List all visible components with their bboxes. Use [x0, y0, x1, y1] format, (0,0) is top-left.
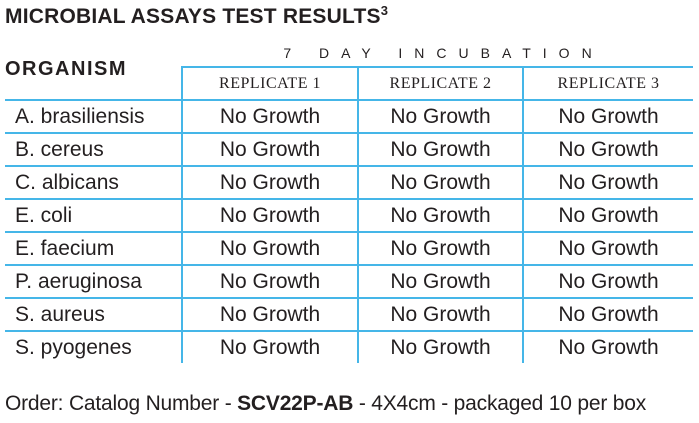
organism-cell: E. coli	[5, 199, 182, 233]
table-row: E. coli No Growth No Growth No Growth	[5, 199, 694, 233]
table-row: P. aeruginosa No Growth No Growth No Growth	[5, 265, 694, 299]
results-table-header: ORGANISM 7 DAY INCUBATION REPLICATE 1 RE…	[5, 40, 694, 101]
result-cell: No Growth	[181, 166, 358, 200]
incubation-header: 7 DAY INCUBATION	[182, 40, 694, 68]
table-row: S. pyogenes No Growth No Growth No Growth	[5, 331, 694, 363]
organism-cell: A. brasiliensis	[5, 100, 182, 134]
organism-cell: S. pyogenes	[15, 335, 132, 359]
result-cell: No Growth	[521, 331, 694, 363]
table-row: S. aureus No Growth No Growth No Growth	[5, 298, 694, 332]
result-cell: No Growth	[181, 331, 358, 363]
organism-cell: C. albicans	[5, 166, 182, 200]
order-info: Order: Catalog Number - SCV22P-AB - 4X4c…	[5, 392, 699, 416]
result-cell: No Growth	[521, 265, 694, 299]
result-cell: No Growth	[357, 133, 523, 167]
result-cell: No Growth	[521, 133, 694, 167]
result-cell: No Growth	[357, 298, 523, 332]
result-cell: No Growth	[357, 100, 523, 134]
organism-cell: P. aeruginosa	[5, 265, 182, 299]
incubation-header-row: ORGANISM 7 DAY INCUBATION	[5, 40, 694, 101]
result-cell: No Growth	[181, 298, 358, 332]
replicate-header-row: REPLICATE 1 REPLICATE 2 REPLICATE 3	[5, 67, 694, 101]
replicate-1-header: REPLICATE 1	[181, 67, 358, 101]
result-cell: No Growth	[521, 100, 694, 134]
page-title: MICROBIAL ASSAYS TEST RESULTS3	[5, 3, 699, 29]
table-row: B. cereus No Growth No Growth No Growth	[5, 133, 694, 167]
result-cell: No Growth	[357, 265, 523, 299]
table-row: C. albicans No Growth No Growth No Growth	[5, 166, 694, 200]
result-cell: No Growth	[181, 133, 358, 167]
replicate-2-header: REPLICATE 2	[357, 67, 523, 101]
result-cell: No Growth	[521, 199, 694, 233]
result-cell: No Growth	[357, 166, 523, 200]
result-cell: No Growth	[181, 100, 358, 134]
organism-cell: E. faecium	[5, 232, 182, 266]
order-info-prefix: Order: Catalog Number -	[5, 392, 238, 415]
result-cell: No Growth	[521, 298, 694, 332]
results-table: ORGANISM 7 DAY INCUBATION REPLICATE 1 RE…	[5, 40, 694, 363]
replicate-3-header: REPLICATE 3	[521, 67, 694, 101]
results-table-body: A. brasiliensis No Growth No Growth No Grow…	[5, 100, 694, 363]
organism-column-header: ORGANISM	[5, 40, 182, 101]
organism-cell: B. cereus	[5, 133, 182, 167]
table-row: E. faecium No Growth No Growth No Growth	[5, 232, 694, 266]
page-title-text: MICROBIAL ASSAYS TEST RESULTS	[5, 5, 381, 28]
result-cell: No Growth	[357, 232, 523, 266]
result-cell: No Growth	[521, 232, 694, 266]
order-info-suffix: - 4X4cm - packaged 10 per box	[353, 392, 647, 415]
catalog-number: SCV22P-AB	[237, 392, 354, 415]
result-cell: No Growth	[181, 265, 358, 299]
result-cell: No Growth	[181, 232, 358, 266]
result-cell: No Growth	[181, 199, 358, 233]
organism-cell: S. aureus	[5, 298, 182, 332]
page-title-superscript: 3	[380, 3, 389, 18]
result-cell: No Growth	[357, 331, 523, 363]
result-cell: No Growth	[357, 199, 523, 233]
table-row: A. brasiliensis No Growth No Growth No Grow…	[5, 100, 694, 134]
result-cell: No Growth	[521, 166, 694, 200]
